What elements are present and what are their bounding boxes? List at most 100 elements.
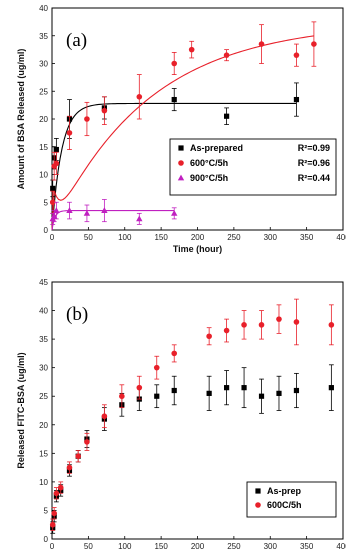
plot-frame <box>51 7 344 231</box>
data-point <box>171 387 177 394</box>
x-tick-label: 150 <box>154 542 168 549</box>
legend-marker <box>255 488 261 494</box>
y-tick-label: 30 <box>39 364 48 373</box>
data-point <box>188 46 195 53</box>
data-point <box>223 327 230 334</box>
data-point <box>154 393 160 399</box>
fit-curve-triangle <box>51 210 175 231</box>
data-point <box>171 96 177 103</box>
legend-label: As-prep <box>267 486 302 496</box>
data-point <box>276 316 282 322</box>
y-tick-label: 40 <box>39 307 48 316</box>
legend-r2: R²=0.99 <box>298 143 330 153</box>
legend-label: As-prepared <box>190 143 243 153</box>
y-axis-label: Amount of BSA Released (ug/ml) <box>16 49 26 190</box>
y-tick-label: 20 <box>39 421 48 430</box>
y-tick-label: 0 <box>44 535 49 544</box>
y-tick-label: 0 <box>44 226 49 235</box>
data-point <box>224 113 230 119</box>
data-point <box>101 413 108 420</box>
panel-label: (b) <box>66 304 88 325</box>
data-point <box>83 209 91 216</box>
data-point <box>50 212 58 219</box>
data-point <box>50 185 56 191</box>
data-point <box>171 60 178 67</box>
x-tick-label: 0 <box>50 542 55 549</box>
data-point <box>66 464 73 471</box>
chart-panel-b: 0 50 100 150 200 250 300 350 400 0 5 10 15 20 25 30 35 40… <box>16 278 346 549</box>
x-axis-label: Time (hour) <box>173 244 222 254</box>
data-point <box>258 393 265 399</box>
y-tick-label: 35 <box>39 335 48 344</box>
y-tick-label: 35 <box>39 32 48 41</box>
data-point <box>258 41 265 47</box>
legend-marker <box>255 502 261 508</box>
panel-label: (a) <box>66 30 87 51</box>
legend-r2: R²=0.96 <box>298 158 330 168</box>
data-point <box>75 453 81 459</box>
data-point <box>206 390 212 396</box>
data-point <box>328 322 335 328</box>
data-point <box>136 215 143 222</box>
y-axis-label: Released FITC-BSA (ug/ml) <box>16 352 26 468</box>
chart-panel-a: 0 50 100 150 200 250 300 350 400 0 5 10 15 20 25 30 35 40… <box>16 4 346 254</box>
data-point <box>53 490 60 497</box>
data-point <box>84 439 90 445</box>
data-point <box>136 384 143 391</box>
y-tick-label: 25 <box>39 392 48 401</box>
data-point <box>171 209 178 216</box>
x-tick-label: 150 <box>154 233 168 242</box>
legend-label: 600°C/5h <box>190 158 228 168</box>
y-tick-label: 5 <box>44 198 49 207</box>
x-tick-label: 200 <box>191 542 205 549</box>
x-tick-label: 400 <box>336 542 346 549</box>
data-point <box>49 521 56 528</box>
data-point <box>241 385 247 391</box>
legend-box <box>169 138 337 196</box>
data-point <box>119 393 125 400</box>
x-tick-label: 350 <box>300 542 314 549</box>
x-tick-label: 350 <box>300 233 314 242</box>
y-tick-label: 20 <box>39 115 48 124</box>
y-tick-label: 5 <box>44 506 49 515</box>
x-tick-label: 400 <box>336 233 346 242</box>
data-point <box>84 116 90 122</box>
y-tick-label: 40 <box>39 4 48 13</box>
data-point <box>241 322 247 328</box>
y-tick-label: 15 <box>39 449 48 458</box>
legend-box <box>246 481 337 518</box>
legend-r2: R²=0.44 <box>298 173 330 183</box>
data-point <box>53 146 59 153</box>
data-point <box>101 207 108 213</box>
data-point <box>153 364 160 371</box>
y-tick-label: 25 <box>39 87 48 96</box>
x-tick-label: 200 <box>191 233 205 242</box>
x-tick-label: 100 <box>118 233 132 242</box>
data-point <box>53 160 60 167</box>
data-point <box>171 350 178 357</box>
data-point <box>66 207 73 213</box>
x-tick-label: 50 <box>84 233 93 242</box>
data-point <box>66 130 73 136</box>
y-tick-label: 10 <box>39 478 48 487</box>
y-tick-label: 10 <box>39 171 48 180</box>
data-point <box>101 107 108 114</box>
x-tick-label: 0 <box>50 233 55 242</box>
legend-marker <box>178 145 184 151</box>
x-tick-label: 300 <box>264 542 278 549</box>
data-point <box>51 510 57 517</box>
data-point <box>293 96 300 103</box>
y-tick-label: 15 <box>39 143 48 152</box>
data-point <box>258 322 265 328</box>
data-point <box>49 199 56 206</box>
data-point <box>328 385 334 391</box>
fit-curve-circle <box>51 35 314 231</box>
data-point <box>311 41 317 47</box>
legend-marker <box>177 174 185 181</box>
x-tick-label: 250 <box>227 233 241 242</box>
y-tick-label: 45 <box>39 278 48 287</box>
data-point <box>53 207 60 213</box>
y-tick-label: 30 <box>39 60 48 69</box>
data-point <box>293 52 300 58</box>
